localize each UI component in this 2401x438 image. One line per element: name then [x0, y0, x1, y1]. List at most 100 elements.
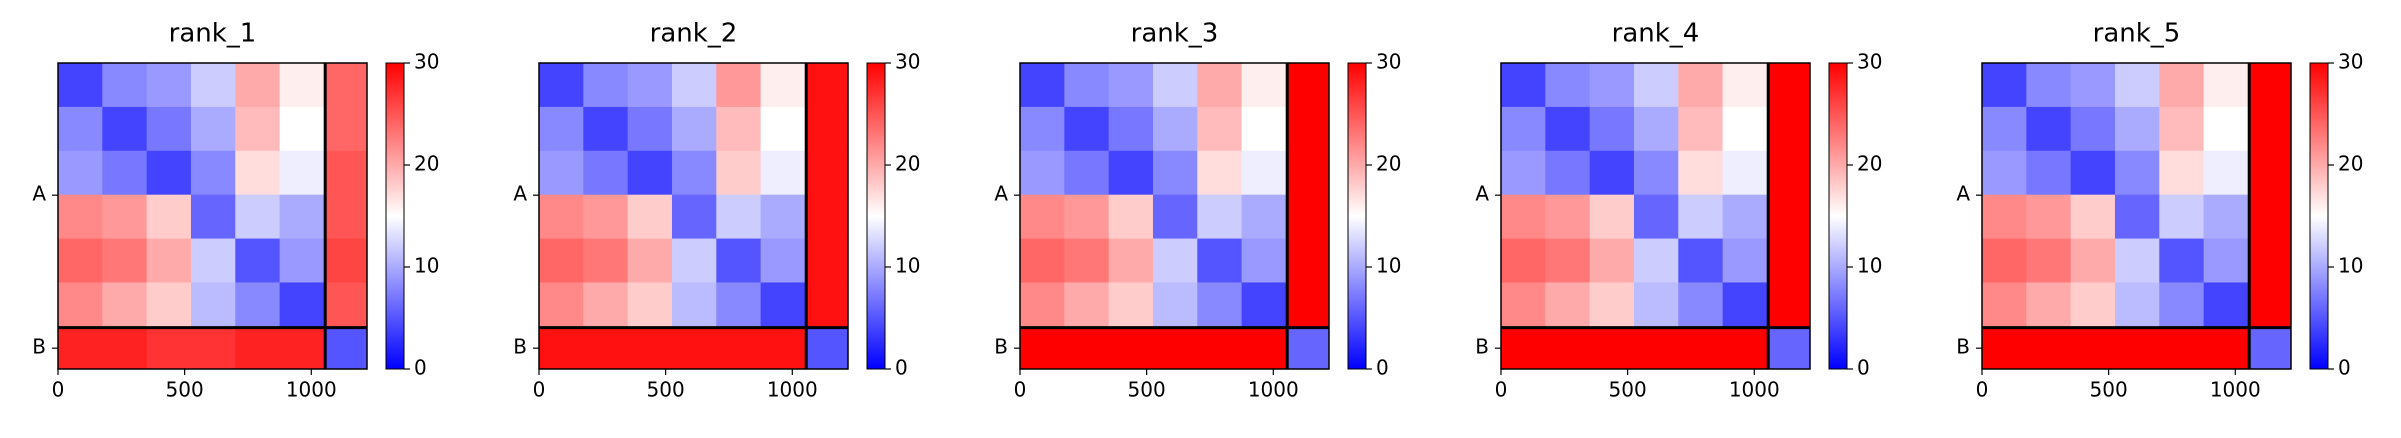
heatmap-cell — [539, 327, 584, 370]
heatmap-cell — [806, 194, 849, 240]
colorbar-tick-label: 0 — [414, 356, 427, 380]
heatmap-cell — [1020, 63, 1065, 108]
heatmap-cell — [627, 327, 673, 370]
heatmap-cell — [2249, 238, 2292, 283]
colorbar-tick-label: 10 — [1857, 254, 1882, 278]
x-tick-label: 500 — [166, 378, 204, 402]
heatmap-cell — [325, 327, 368, 370]
x-tick-label: 0 — [533, 378, 546, 402]
heatmap-cell — [2249, 106, 2292, 152]
heatmap-cell — [1545, 63, 1591, 108]
heatmap-cell — [1241, 63, 1288, 108]
heatmap-cell — [2114, 282, 2160, 329]
heatmap-cell — [2203, 194, 2250, 240]
heatmap-cell — [1020, 282, 1065, 329]
heatmap-cell — [1768, 194, 1811, 240]
heatmap-cell — [716, 238, 762, 283]
heatmap-cell — [2249, 282, 2292, 329]
heatmap-cell — [2203, 150, 2250, 196]
colorbar-tick-label: 0 — [2338, 356, 2351, 380]
heatmap-cell — [235, 327, 281, 370]
colorbar-tick-label: 30 — [1376, 50, 1401, 74]
heatmap-cell — [1768, 150, 1811, 196]
heatmap-cell — [583, 327, 629, 370]
x-tick-label: 1000 — [286, 378, 337, 402]
heatmap-cell — [2070, 282, 2116, 329]
y-tick-label: A — [1956, 182, 1970, 206]
heatmap-cell — [1064, 282, 1110, 329]
heatmap-cell — [235, 150, 281, 196]
heatmap-cell — [2114, 194, 2160, 240]
heatmap-cell — [1020, 106, 1065, 152]
heatmap-cell — [1287, 150, 1330, 196]
heatmap-cell — [1589, 150, 1635, 196]
heatmap-cell — [1678, 63, 1724, 108]
heatmap-cell — [279, 150, 326, 196]
heatmap-cell — [1241, 327, 1288, 370]
heatmap-cell — [1108, 150, 1154, 196]
y-tick-label: A — [994, 182, 1008, 206]
heatmap-cell — [1108, 238, 1154, 283]
heatmap-cell — [2203, 327, 2250, 370]
heatmap-cell — [1020, 150, 1065, 196]
x-tick-label: 1000 — [767, 378, 818, 402]
heatmap-cell — [1982, 106, 2027, 152]
heatmap-cell — [1633, 327, 1679, 370]
heatmap-cell — [806, 327, 849, 370]
heatmap-cell — [190, 106, 236, 152]
heatmap-cell — [1589, 63, 1635, 108]
panel-title: rank_1 — [169, 19, 257, 49]
heatmap-cell — [1287, 194, 1330, 240]
heatmap-cell — [1678, 282, 1724, 329]
heatmap-cell — [1152, 238, 1198, 283]
heatmap-cell — [583, 238, 629, 283]
heatmap-cell — [1768, 238, 1811, 283]
heatmap-cell — [146, 194, 192, 240]
heatmap-cell — [1722, 282, 1769, 329]
heatmap-cell — [806, 282, 849, 329]
heatmap-cell — [583, 63, 629, 108]
heatmap-cell — [279, 327, 326, 370]
heatmap-cell — [2070, 194, 2116, 240]
colorbar — [385, 62, 405, 370]
heatmap-cell — [627, 150, 673, 196]
heatmap-cell — [1241, 194, 1288, 240]
heatmap-cell — [2203, 238, 2250, 283]
heatmap-cell — [806, 106, 849, 152]
x-tick-label: 0 — [52, 378, 65, 402]
colorbar-tick-label: 10 — [895, 254, 920, 278]
heatmap-cell — [1197, 282, 1243, 329]
colorbar-tick-label: 0 — [895, 356, 908, 380]
heatmap-cell — [1982, 150, 2027, 196]
heatmap-cell — [671, 194, 717, 240]
y-tick-label: B — [513, 335, 527, 359]
heatmap-cell — [716, 106, 762, 152]
heatmap-cell — [1633, 194, 1679, 240]
heatmap-cell — [2249, 63, 2292, 108]
heatmap-cell — [671, 150, 717, 196]
heatmap-cell — [58, 194, 103, 240]
heatmap-cell — [2114, 106, 2160, 152]
heatmap-cell — [539, 282, 584, 329]
plot-frame — [1019, 62, 1330, 370]
heatmap-cell — [539, 150, 584, 196]
heatmap-cell — [2114, 238, 2160, 283]
heatmap-cell — [58, 63, 103, 108]
heatmap-cell — [2026, 238, 2072, 283]
heatmap-cell — [1108, 106, 1154, 152]
heatmap-cell — [2070, 327, 2116, 370]
heatmap-cell — [2159, 150, 2205, 196]
heatmap-cell — [716, 150, 762, 196]
colorbar-tick-label: 20 — [414, 152, 439, 176]
heatmap-cell — [279, 282, 326, 329]
heatmap-cell — [760, 150, 807, 196]
heatmap-cell — [2249, 194, 2292, 240]
plot-frame — [57, 62, 368, 370]
colorbar-tick-label: 30 — [895, 50, 920, 74]
heatmap-cell — [2026, 327, 2072, 370]
heatmap-cell — [2070, 63, 2116, 108]
heatmap-cell — [1633, 150, 1679, 196]
heatmap-cell — [1197, 238, 1243, 283]
heatmap-cell — [1501, 194, 1546, 240]
